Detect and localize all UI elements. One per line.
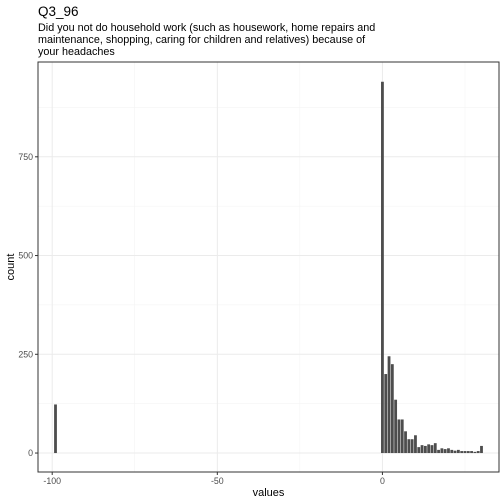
histogram-bar <box>423 445 427 454</box>
histogram-bar <box>460 451 464 454</box>
chart-title: Q3_96 <box>38 4 79 19</box>
histogram-bar <box>427 444 431 454</box>
plot-panel: -100 -50 0 0 250 500 750 <box>18 61 500 486</box>
chart-subtitle-line-3: your headaches <box>38 46 115 58</box>
y-tick-label: 250 <box>18 349 33 359</box>
histogram-bar <box>466 451 470 454</box>
y-axis-label: count <box>5 254 17 281</box>
histogram-bar <box>430 445 434 454</box>
chart-subtitle-line-1: Did you not do household work (such as h… <box>38 22 375 34</box>
histogram-bar <box>407 439 411 454</box>
histogram-bar <box>410 439 414 454</box>
histogram-bar <box>450 449 454 454</box>
histogram-bar <box>433 443 437 454</box>
histogram-bar <box>440 448 444 454</box>
histogram-bar <box>443 449 447 454</box>
histogram-bar <box>390 364 394 454</box>
histogram-bar <box>480 445 483 454</box>
histogram-bar <box>473 451 477 454</box>
x-axis-label: values <box>253 487 285 499</box>
histogram-bar <box>476 451 480 454</box>
histogram-bar <box>463 451 467 454</box>
histogram-bar <box>387 356 391 454</box>
histogram-bar <box>437 449 440 454</box>
histogram-bar <box>397 419 401 454</box>
histogram-bar <box>420 445 424 454</box>
histogram-bar <box>456 449 460 454</box>
histogram-bar <box>447 448 450 454</box>
histogram-bar <box>394 399 398 454</box>
histogram-bar <box>414 435 417 454</box>
histogram-bar <box>404 431 407 454</box>
histogram-bar <box>470 451 473 454</box>
x-tick-label: -100 <box>43 476 61 486</box>
histogram-bar <box>384 374 388 454</box>
y-tick-label: 500 <box>18 251 33 261</box>
plot-border <box>37 61 500 473</box>
histogram-bar <box>400 419 404 454</box>
chart-subtitle-line-2: maintenance, shopping, caring for childr… <box>38 34 366 46</box>
plot-background <box>38 62 499 472</box>
x-tick-label: 0 <box>380 476 385 486</box>
y-tick-label: 750 <box>18 152 33 162</box>
x-tick-label: -50 <box>211 476 224 486</box>
histogram-bar <box>453 450 457 454</box>
y-tick-label: 0 <box>28 448 33 458</box>
histogram-bar <box>54 404 57 454</box>
histogram-bar <box>417 447 421 454</box>
histogram-bar <box>381 81 384 454</box>
